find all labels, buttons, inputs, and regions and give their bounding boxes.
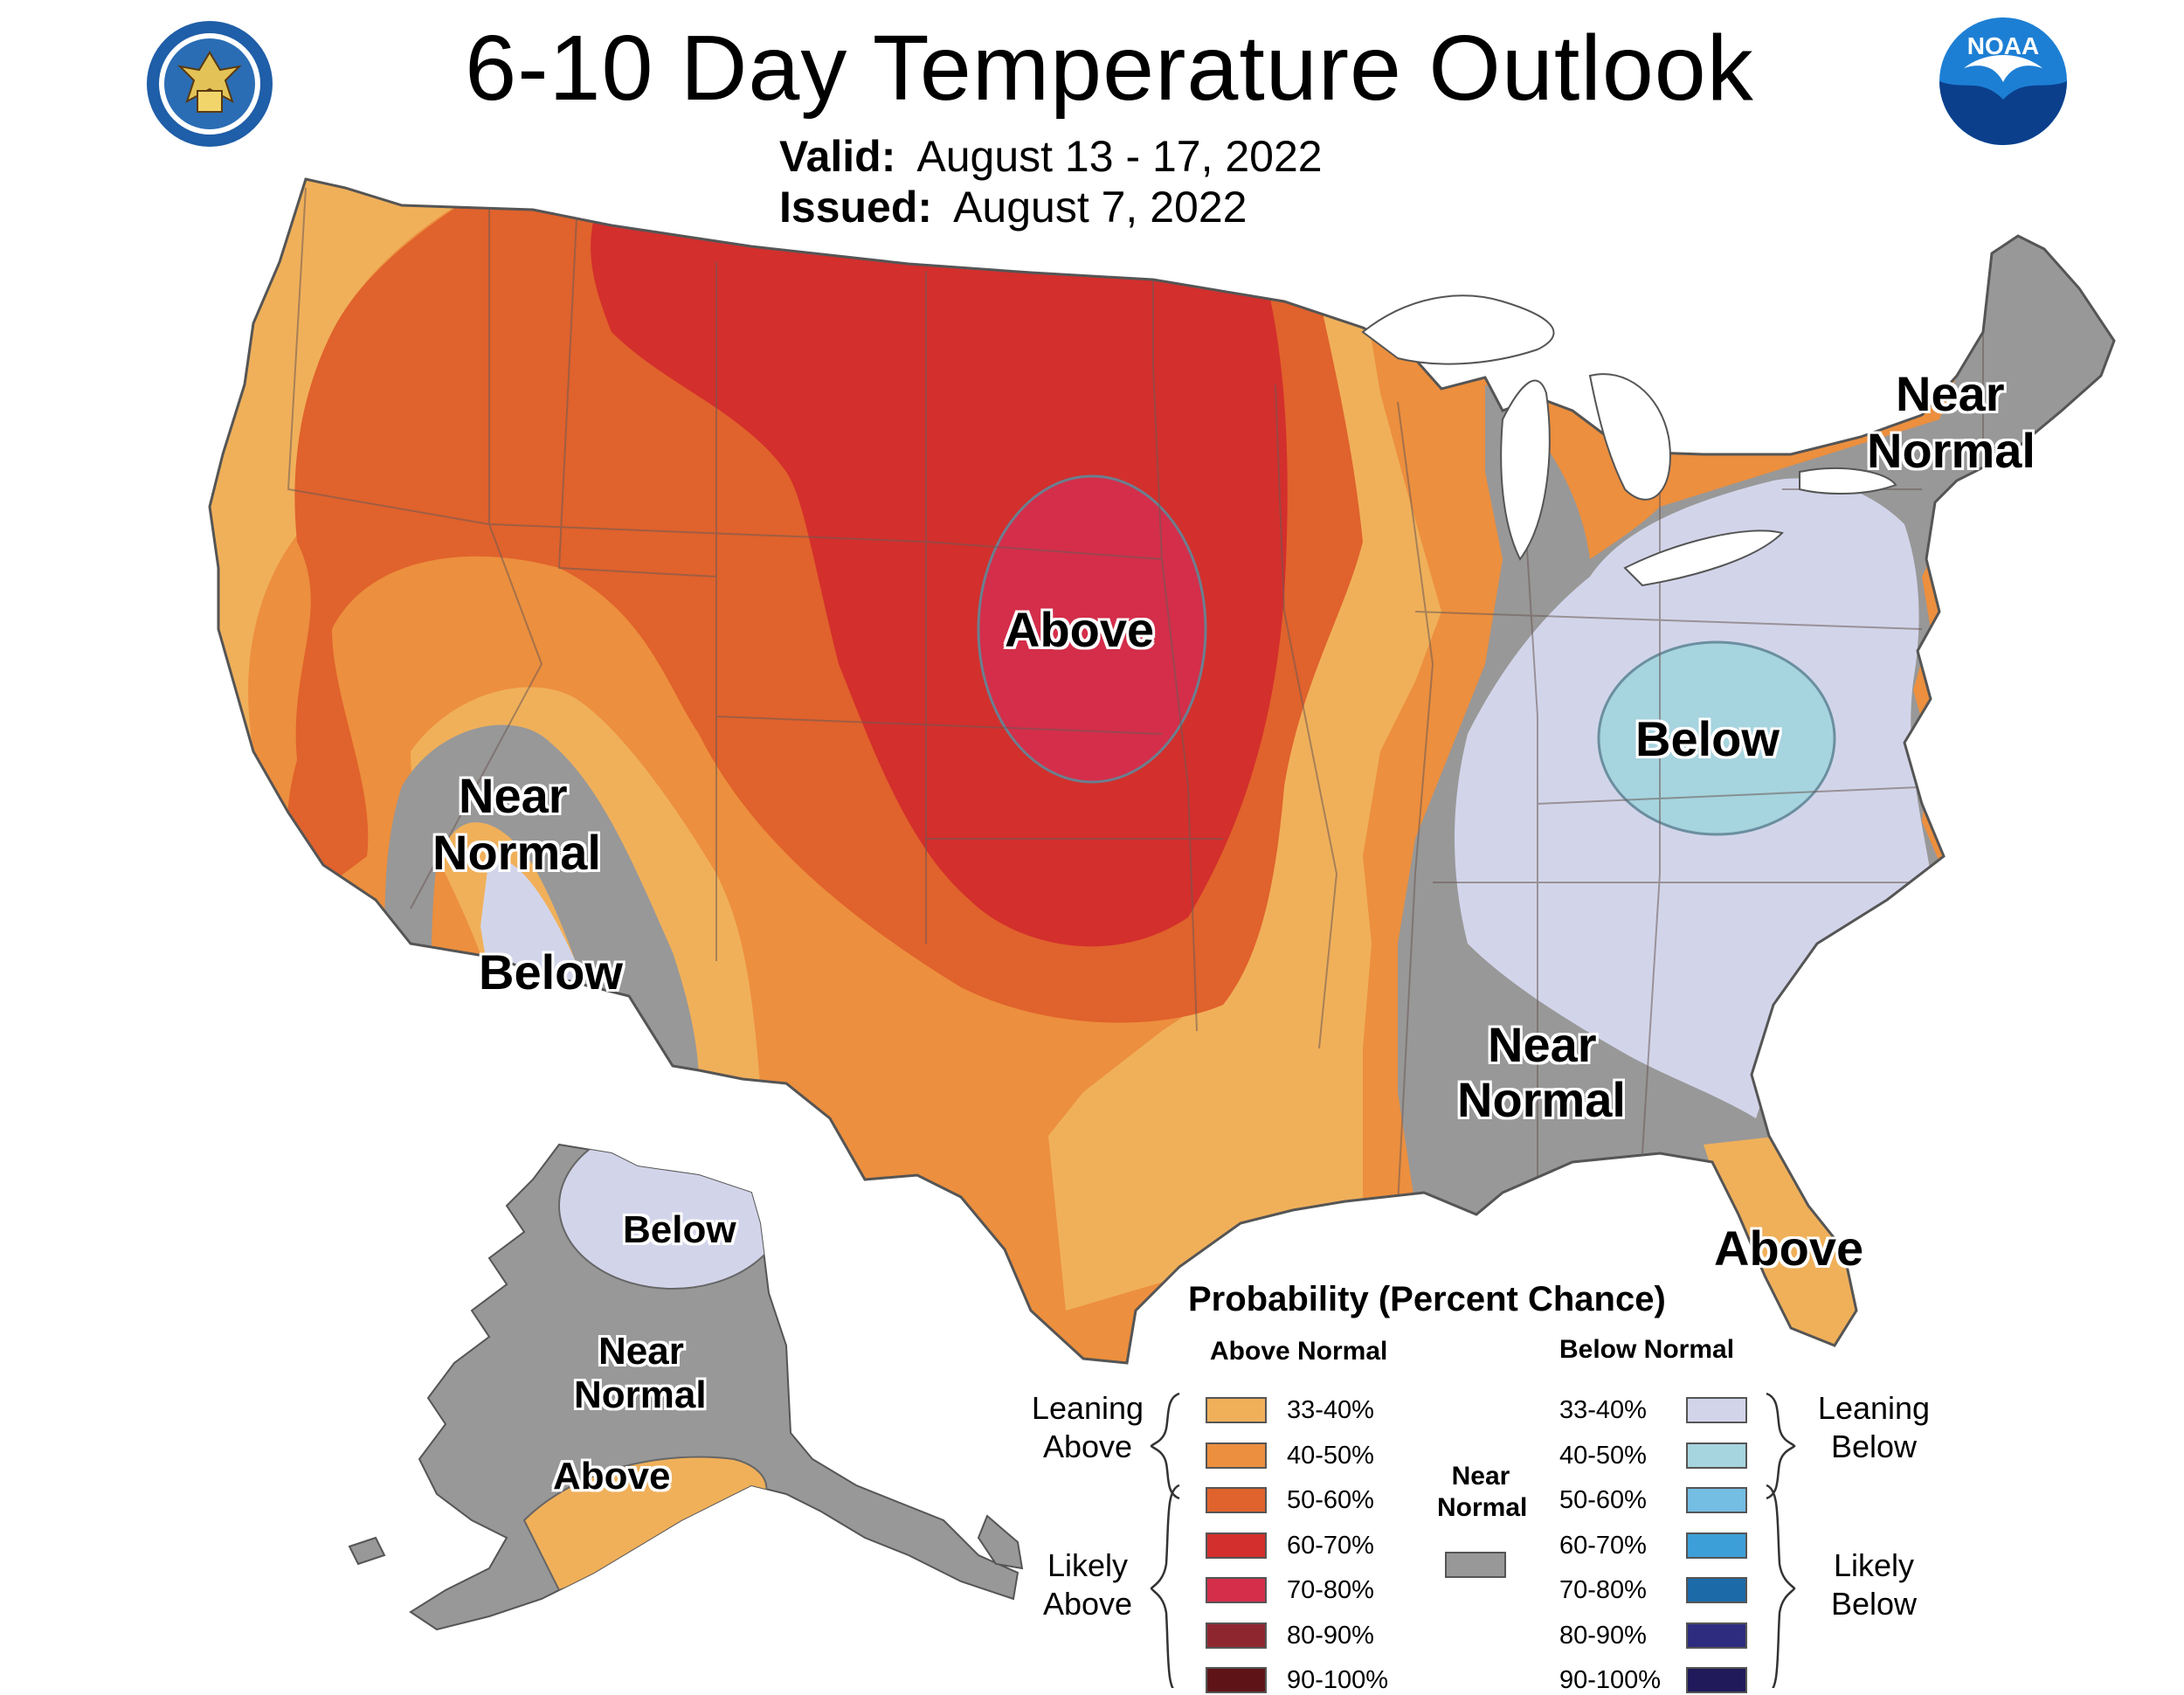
legend-near-normal-header: Near Normal: [1437, 1461, 1528, 1524]
state-borders: [287, 187, 1984, 1207]
ohio-valley-below-40-50: [1597, 640, 1836, 836]
label-ak-near-normal-2: Normal: [574, 1373, 707, 1416]
great-lakes: [1361, 294, 1897, 587]
noaa-logo-icon: NOAA: [1939, 17, 2067, 145]
leaning-above-line1: Leaning: [1031, 1390, 1144, 1426]
legend-below-swatch: [1686, 1397, 1747, 1423]
alaska-island: [348, 1536, 386, 1566]
leaning-below-line2: Below: [1830, 1429, 1918, 1464]
label-ak-above: Above: [553, 1455, 671, 1498]
label-above-plains: Above: [1005, 602, 1155, 657]
likely-above-line1: Likely: [1047, 1547, 1129, 1583]
legend-above-range: 33-40%: [1287, 1396, 1374, 1424]
legend-below-swatch: [1686, 1532, 1747, 1559]
label-below-sw: Below: [479, 944, 623, 1000]
legend-below-range: 80-90%: [1559, 1621, 1647, 1650]
legend-above-swatch: [1206, 1532, 1267, 1559]
legend-near-line2: Normal: [1437, 1493, 1528, 1522]
plains-likely-above-70-80: [977, 474, 1207, 784]
legend-above-swatch: [1206, 1487, 1267, 1513]
lake-superior: [1361, 294, 1555, 365]
issued-label: Issued:: [779, 183, 933, 232]
label-below-ohio-valley: Below: [1635, 711, 1780, 766]
label-near-normal-sw-1: Near: [459, 768, 568, 823]
legend-below-swatch: [1686, 1442, 1747, 1469]
lake-ontario: [1799, 467, 1897, 495]
legend-below-range: 60-70%: [1559, 1531, 1647, 1560]
label-near-normal-sw-2: Normal: [432, 825, 601, 880]
alaska-panhandle-islands: [977, 1514, 1024, 1570]
legend-below-range: 33-40%: [1559, 1396, 1647, 1424]
label-above-florida: Above: [1714, 1221, 1864, 1276]
commerce-seal-icon: [147, 21, 273, 147]
legend-above-range: 80-90%: [1287, 1621, 1374, 1650]
legend-above-swatch: [1206, 1397, 1267, 1423]
legend-above-range: 50-60%: [1287, 1486, 1374, 1514]
legend-title: Probability (Percent Chance): [1188, 1280, 1666, 1318]
lake-michigan: [1500, 379, 1551, 561]
label-near-normal-ne-1: Near: [1896, 366, 2005, 421]
legend-below-swatch: [1686, 1622, 1747, 1649]
brace-leaning-below: [1766, 1392, 1796, 1500]
label-near-normal-se-2: Normal: [1457, 1072, 1626, 1127]
legend-below-range: 40-50%: [1559, 1441, 1647, 1470]
legend-likely-above: Likely Above: [1013, 1546, 1162, 1623]
issued-value: August 7, 2022: [953, 183, 1248, 232]
legend-above-header: Above Normal: [1210, 1337, 1388, 1366]
legend-likely-below: Likely Below: [1800, 1546, 1948, 1623]
leaning-below-line1: Leaning: [1817, 1390, 1931, 1426]
legend-leaning-below: Leaning Below: [1800, 1389, 1948, 1466]
valid-dates: Valid: August 13 - 17, 2022: [779, 131, 1323, 182]
valid-label: Valid:: [779, 132, 896, 181]
issued-date: Issued: August 7, 2022: [779, 182, 1247, 232]
likely-above-line2: Above: [1042, 1586, 1133, 1622]
legend-above-swatch: [1206, 1442, 1267, 1469]
legend-below-swatch: [1686, 1577, 1747, 1603]
brace-likely-above: [1150, 1484, 1180, 1688]
legend-leaning-above: Leaning Above: [1013, 1389, 1162, 1466]
legend-above-range: 60-70%: [1287, 1531, 1374, 1560]
likely-below-line1: Likely: [1833, 1547, 1915, 1583]
legend-above-swatch: [1206, 1577, 1267, 1603]
legend-below-range: 50-60%: [1559, 1486, 1647, 1514]
legend-below-header: Below Normal: [1559, 1335, 1735, 1364]
legend-above-swatch: [1206, 1622, 1267, 1649]
label-near-normal-ne-2: Normal: [1867, 423, 2035, 478]
legend-above-range: 70-80%: [1287, 1576, 1374, 1604]
page-title: 6-10 Day Temperature Outlook: [465, 17, 1754, 120]
label-ak-below: Below: [623, 1208, 736, 1251]
leaning-above-line2: Above: [1042, 1429, 1133, 1464]
label-ak-near-normal-1: Near: [598, 1330, 684, 1373]
legend-near-line1: Near: [1451, 1462, 1510, 1491]
likely-below-line2: Below: [1830, 1586, 1918, 1622]
west-coast-lean-above: [210, 179, 559, 961]
brace-likely-below: [1766, 1484, 1796, 1688]
valid-value: August 13 - 17, 2022: [916, 132, 1323, 181]
noaa-logo-text: NOAA: [1967, 32, 2039, 59]
brace-leaning-above: [1150, 1392, 1180, 1500]
legend-above-range: 40-50%: [1287, 1441, 1374, 1470]
florida-lean-above: [1704, 1136, 1856, 1346]
label-near-normal-se-1: Near: [1488, 1017, 1597, 1072]
legend-near-normal-swatch: [1445, 1552, 1506, 1578]
legend-below-range: 70-80%: [1559, 1576, 1647, 1604]
lake-huron: [1588, 373, 1671, 501]
lake-erie: [1623, 529, 1784, 587]
legend-below-swatch: [1686, 1487, 1747, 1513]
